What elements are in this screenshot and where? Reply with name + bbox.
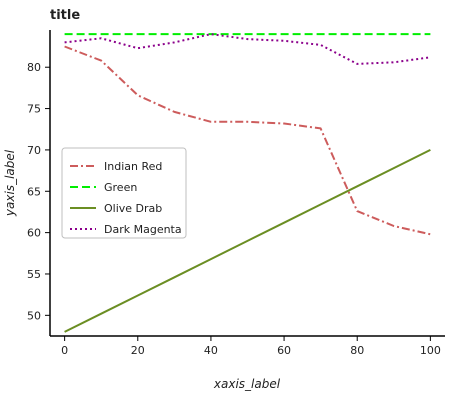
x-tick-label: 0 bbox=[61, 344, 68, 357]
y-tick-label: 50 bbox=[27, 309, 41, 322]
x-tick-label: 100 bbox=[420, 344, 441, 357]
x-tick-label: 20 bbox=[131, 344, 145, 357]
y-tick-label: 55 bbox=[27, 268, 41, 281]
y-ticks: 50 55 60 65 70 75 80 bbox=[27, 61, 50, 322]
y-tick-label: 75 bbox=[27, 103, 41, 116]
legend-label-olive-drab: Olive Drab bbox=[104, 202, 162, 215]
y-tick-label: 80 bbox=[27, 61, 41, 74]
y-tick-label: 60 bbox=[27, 227, 41, 240]
x-axis-title: xaxis_label bbox=[213, 377, 281, 391]
y-tick-label: 65 bbox=[27, 185, 41, 198]
chart-title: title bbox=[50, 8, 80, 23]
x-ticks: 0 20 40 60 80 100 bbox=[61, 336, 441, 357]
legend: Indian Red Green Olive Drab Dark Magenta bbox=[62, 148, 186, 238]
x-tick-label: 80 bbox=[350, 344, 364, 357]
x-tick-label: 60 bbox=[277, 344, 291, 357]
legend-label-dark-magenta: Dark Magenta bbox=[104, 223, 182, 236]
y-tick-label: 70 bbox=[27, 144, 41, 157]
series-line-dark-magenta bbox=[65, 34, 431, 64]
legend-label-indian-red: Indian Red bbox=[104, 160, 162, 173]
y-axis-title: yaxis_label bbox=[3, 149, 17, 217]
x-tick-label: 40 bbox=[204, 344, 218, 357]
legend-label-green: Green bbox=[104, 181, 137, 194]
